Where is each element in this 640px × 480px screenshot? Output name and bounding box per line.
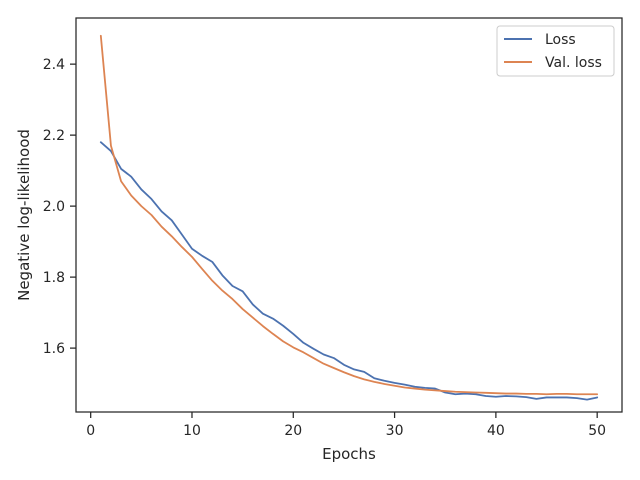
y-tick-label-2: 2.0 [43, 199, 65, 215]
y-axis: 1.6 1.8 2.0 2.2 2.4 [43, 57, 76, 357]
y-axis-label: Negative log-likelihood [15, 129, 33, 301]
y-tick-label-1: 1.8 [43, 270, 65, 286]
x-axis: 0 10 20 30 40 50 [86, 412, 606, 439]
legend: Loss Val. loss [496, 25, 615, 77]
y-tick-label-3: 2.2 [43, 128, 65, 144]
legend-label-0: Loss [545, 32, 576, 48]
series-line-1 [99, 34, 599, 396]
y-tick-label-4: 2.4 [43, 57, 65, 73]
x-tick-label-4: 40 [487, 423, 505, 439]
x-axis-label: Epochs [322, 445, 376, 463]
series-line-0 [99, 141, 599, 401]
x-tick-label-3: 30 [386, 423, 404, 439]
x-tick-label-2: 20 [284, 423, 302, 439]
legend-label-1: Val. loss [545, 55, 602, 71]
x-tick-label-1: 10 [183, 423, 201, 439]
series-layer [99, 34, 599, 401]
x-tick-label-5: 50 [588, 423, 606, 439]
y-tick-label-0: 1.6 [43, 341, 65, 357]
plot-frame [75, 17, 623, 413]
x-tick-label-0: 0 [86, 423, 95, 439]
